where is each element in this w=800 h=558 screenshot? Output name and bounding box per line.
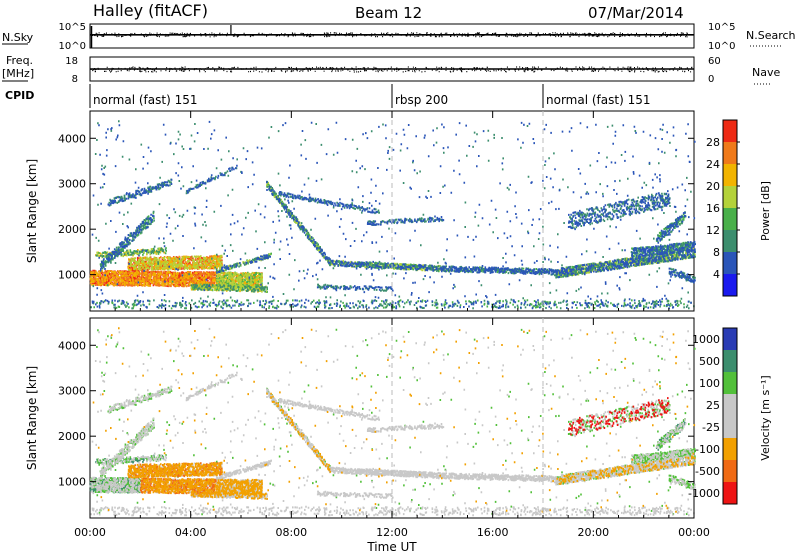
freq-trace (90, 66, 695, 73)
power-heatmap (89, 111, 696, 311)
beam-title: Beam 12 (355, 4, 422, 22)
x-tick-label: 04:00 (175, 526, 207, 539)
colorbar-tick-label: 25 (706, 399, 720, 412)
power-echo-cells (92, 182, 696, 310)
y-tick-label: 2000 (58, 430, 86, 443)
velocity-echo-cells (89, 327, 696, 517)
colorbar-segment (723, 482, 737, 504)
power-colorbar: 4 8 12 16 20 24 28 (706, 119, 740, 297)
nsky-trace (90, 25, 694, 48)
colorbar-tick-label: 1000 (692, 333, 720, 346)
colorbar-tick-label: 20 (706, 180, 720, 193)
freq-label-2: [MHz] (2, 67, 34, 80)
time-axis: 00:00 04:00 08:00 12:00 16:00 20:00 00:00 (74, 111, 710, 539)
colorbar-segment (723, 328, 737, 350)
x-tick-label: 00:00 (678, 526, 710, 539)
colorbar-segment (723, 164, 737, 186)
colorbar-segment (723, 142, 737, 164)
nave-tick-top: 60 (708, 56, 721, 67)
nsky-tick-bottom: 10^0 (59, 41, 86, 52)
colorbar-segment (723, 394, 737, 416)
y-tick-label: 3000 (58, 385, 86, 398)
colorbar-segment (723, 438, 737, 460)
freq-tick-top: 18 (65, 56, 78, 67)
date-title: 07/Mar/2014 (588, 4, 684, 22)
colorbar-tick-label: -100 (695, 443, 720, 456)
colorbar-segment (723, 274, 737, 296)
colorbar-segment (723, 460, 737, 482)
colorbar-segment (723, 350, 737, 372)
cpid-label: CPID (5, 89, 34, 102)
y-tick-label: 1000 (58, 269, 86, 282)
cpid-modes: normal (fast) 151 rbsp 200 normal (fast) 1… (89, 84, 650, 108)
colorbar-tick-label: 24 (706, 158, 720, 171)
velocity-heatmap (89, 318, 696, 518)
nsearch-label: N.Search (746, 29, 796, 42)
power-echo-cells (91, 120, 696, 310)
y-tick-label: 2000 (58, 223, 86, 236)
nsearch-tick-top: 10^5 (708, 22, 735, 33)
x-tick-label: 12:00 (376, 526, 408, 539)
nave-label: Nave (752, 66, 780, 79)
y-tick-label: 3000 (58, 178, 86, 191)
y-tick-label: 4000 (58, 339, 86, 352)
station-title: Halley (fitACF) (93, 1, 208, 20)
colorbar-tick-label: -25 (702, 421, 720, 434)
power-echo-cells (96, 181, 696, 293)
velocity-ylabel: Slant Range [km] (25, 366, 39, 470)
power-ylabel: Slant Range [km] (25, 159, 39, 263)
velocity-echo-cells (568, 397, 670, 436)
colorbar-tick-label: -500 (695, 465, 720, 478)
nsearch-tick-bottom: 10^0 (708, 41, 735, 52)
cpid-mode-label: rbsp 200 (395, 93, 448, 107)
freq-tick-bottom: 8 (72, 74, 78, 85)
colorbar-tick-label: -1000 (688, 487, 720, 500)
x-tick-label: 00:00 (74, 526, 106, 539)
y-tick-label: 4000 (58, 132, 86, 145)
power-axes: 1000 2000 3000 4000 (58, 132, 694, 282)
nave-tick-bottom: 0 (708, 74, 714, 85)
velocity-colorbar-label: Velocity [m s⁻¹] (759, 375, 772, 460)
colorbar-segment (723, 416, 737, 438)
time-axis-label: Time UT (366, 540, 417, 554)
colorbar-tick-label: 28 (706, 136, 720, 149)
power-colorbar-label: Power [dB] (759, 181, 772, 241)
nsky-tick-top: 10^5 (59, 22, 86, 33)
x-tick-label: 16:00 (477, 526, 509, 539)
colorbar-tick-label: 100 (699, 377, 720, 390)
x-tick-label: 08:00 (275, 526, 307, 539)
colorbar-frame (722, 327, 738, 505)
colorbar-segment (723, 186, 737, 208)
colorbar-tick-label: 8 (713, 246, 720, 259)
colorbar-tick-label: 16 (706, 202, 720, 215)
colorbar-tick-label: 500 (699, 355, 720, 368)
nsky-panel (89, 23, 695, 49)
cpid-mode-label: normal (fast) 151 (546, 93, 650, 107)
colorbar-tick-label: 4 (713, 268, 720, 281)
colorbar-tick-label: 12 (706, 224, 720, 237)
velocity-colorbar: 1000 500 100 25 -25 -100 -500 -1000 (688, 327, 738, 505)
colorbar-segment (723, 230, 737, 252)
freq-label-1: Freq. (6, 54, 33, 67)
colorbar-segment (723, 120, 737, 142)
x-tick-label: 20:00 (577, 526, 609, 539)
nsky-label: N.Sky (2, 31, 34, 44)
cpid-mode-label: normal (fast) 151 (93, 93, 197, 107)
freq-dots (90, 66, 695, 73)
colorbar-segment (723, 208, 737, 230)
colorbar-segment (723, 252, 737, 274)
velocity-axes: 1000 2000 3000 4000 (58, 339, 694, 489)
y-tick-label: 1000 (58, 476, 86, 489)
nsky-dots (91, 32, 694, 38)
colorbar-segment (723, 372, 737, 394)
